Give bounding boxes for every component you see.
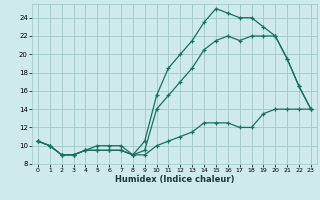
X-axis label: Humidex (Indice chaleur): Humidex (Indice chaleur) <box>115 175 234 184</box>
